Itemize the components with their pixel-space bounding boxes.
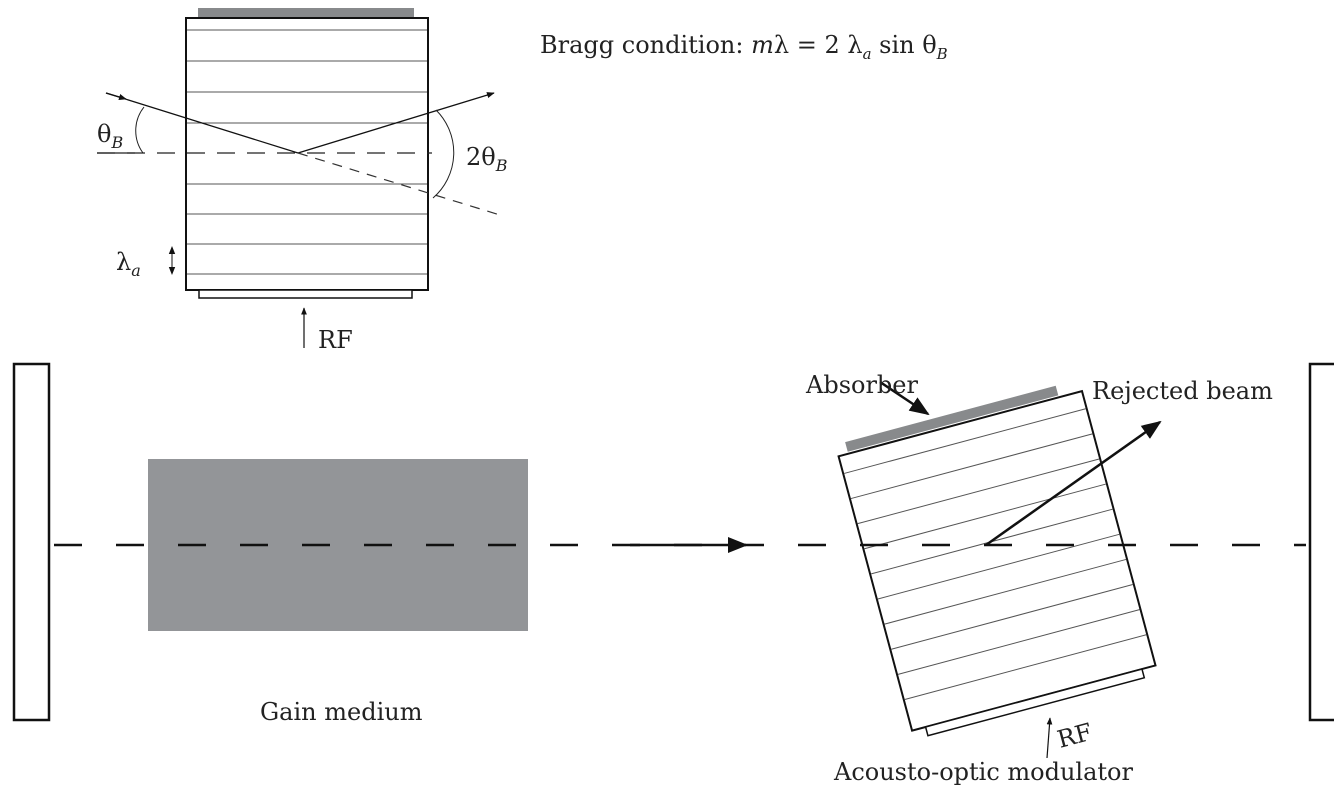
- gain-medium-label: Gain medium: [260, 698, 423, 726]
- incident-ray-arrow: [105, 92, 127, 100]
- aom-absorber: [845, 385, 1059, 452]
- aom-acoustic-planes: [844, 408, 1147, 700]
- two-theta-label: 2θB: [466, 143, 508, 175]
- inset-absorber: [198, 8, 414, 17]
- rf-arrow-bottom: [1046, 717, 1053, 759]
- incident-ray: [105, 92, 299, 154]
- rf-label-bottom: RF: [1054, 718, 1095, 754]
- inset-cell: [185, 17, 429, 291]
- left-mirror: [12, 362, 51, 722]
- inset-transducer: [198, 289, 413, 299]
- diffracted-ray: [297, 92, 495, 154]
- rf-label-top: RF: [318, 326, 353, 354]
- absorber-pointer: [879, 380, 930, 416]
- lambda-label: λa: [116, 248, 141, 280]
- aom: [837, 385, 1157, 737]
- two-theta-arc: [432, 109, 455, 199]
- right-mirror: [1308, 362, 1334, 722]
- aom-transducer: [924, 668, 1146, 737]
- rejected-beam-label: Rejected beam: [1092, 377, 1273, 405]
- bragg-inset: [97, 8, 501, 348]
- absorber-label: Absorber: [805, 371, 919, 399]
- theta-arc: [135, 106, 145, 154]
- inset-acoustic-planes: [187, 29, 427, 275]
- rejected-beam-arrow: [985, 420, 1162, 547]
- gain-medium: [148, 459, 528, 631]
- theta-label: θB: [97, 120, 123, 152]
- bragg-condition: Bragg condition: mλ = 2 λa sin θB: [540, 31, 948, 63]
- aom-label: Acousto-optic modulator: [833, 758, 1134, 786]
